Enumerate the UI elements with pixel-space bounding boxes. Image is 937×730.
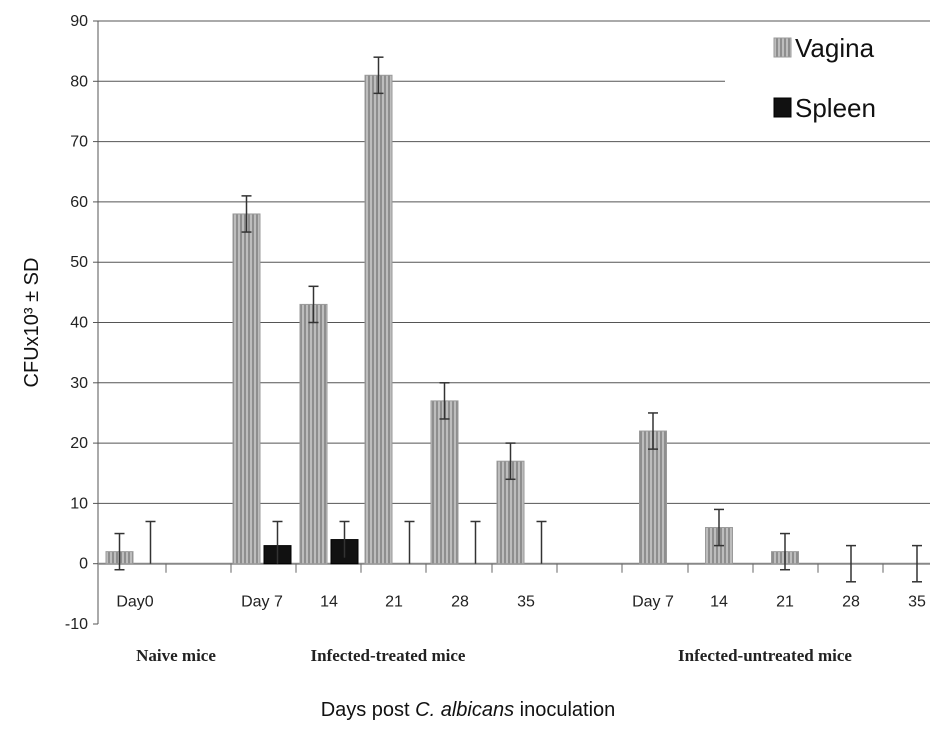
- bars: [105, 74, 799, 565]
- x-category-label: 21: [385, 594, 403, 611]
- bar-vagina: [299, 303, 328, 565]
- x-category-label: 28: [451, 594, 469, 611]
- legend-label-vagina: Vagina: [795, 33, 875, 63]
- group-label: Infected-treated mice: [311, 646, 466, 665]
- legend: Vagina Spleen: [773, 33, 876, 123]
- x-category-label: Day0: [116, 594, 153, 611]
- y-tick-label: -10: [65, 616, 88, 633]
- group-label: Infected-untreated mice: [678, 646, 852, 665]
- group-label: Naive mice: [136, 646, 216, 665]
- x-axis-label: Days post C. albicans inoculation: [321, 699, 616, 721]
- error-bars: [114, 56, 922, 583]
- x-category-label: Day 7: [241, 594, 283, 611]
- y-tick-label: 30: [70, 375, 88, 392]
- y-tick-label: 10: [70, 495, 88, 512]
- legend-swatch-vagina: [773, 37, 792, 58]
- x-category-label: 35: [517, 594, 535, 611]
- y-tick-label: 60: [70, 194, 88, 211]
- y-tick-label: 50: [70, 254, 88, 271]
- y-tick-label: 0: [79, 556, 88, 573]
- legend-label-spleen: Spleen: [795, 93, 876, 123]
- x-category-label: 28: [842, 594, 860, 611]
- x-axis-label-part: C. albicans: [415, 699, 514, 721]
- y-tick-label: 80: [70, 73, 88, 90]
- legend-swatch-spleen: [773, 97, 792, 118]
- bar-vagina: [639, 430, 667, 565]
- bar-vagina: [232, 213, 261, 565]
- x-category-label: 14: [710, 594, 728, 611]
- bar-vagina: [430, 400, 459, 565]
- y-tick-label: 20: [70, 435, 88, 452]
- y-tick-label: 70: [70, 134, 88, 151]
- x-axis-label-part: Days post: [321, 699, 415, 721]
- labels: -10 0 10 20 30 40 50 60 70 80 90 Day0 Day 7 14 21 28 35 D…: [21, 13, 926, 721]
- y-tick-label: 90: [70, 13, 88, 30]
- y-tick-label: 40: [70, 315, 88, 332]
- bar-vagina: [364, 74, 393, 565]
- x-category-label: 35: [908, 594, 926, 611]
- x-category-label: 14: [320, 594, 338, 611]
- x-category-label: 21: [776, 594, 794, 611]
- x-axis-label-part: inoculation: [514, 699, 615, 721]
- x-category-label: Day 7: [632, 594, 674, 611]
- y-axis-label: CFUx10³ ± SD: [21, 258, 43, 388]
